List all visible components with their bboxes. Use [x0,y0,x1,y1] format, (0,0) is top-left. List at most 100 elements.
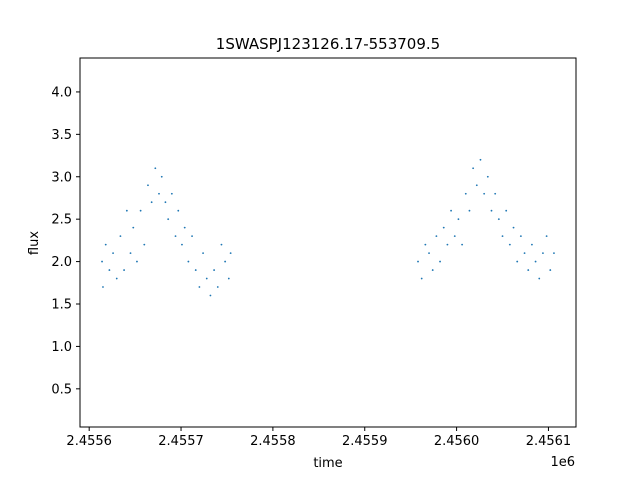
data-point [431,269,434,271]
data-point [534,260,537,263]
data-point [417,260,419,263]
data-point [479,158,482,161]
x-axis: 2.4556 2.4557 2.4558 2.4559 2.4560 2.4561 [66,427,571,449]
data-point [549,269,552,271]
data-point [194,269,197,271]
y-tick-label: 2.5 [51,213,72,228]
data-point [102,286,104,288]
data-point [428,252,430,255]
data-point [505,209,508,212]
plot-frame [79,57,577,428]
data-point [227,277,230,280]
data-point [209,294,212,297]
data-point [472,167,475,170]
plot-area [80,58,576,427]
data-point [446,243,449,246]
y-tick-label: 1.5 [51,298,72,313]
data-point [112,252,114,255]
data-point [508,243,511,246]
data-point [435,235,438,238]
y-tick-label: 4.0 [51,85,72,100]
data-point [147,184,149,187]
data-point [497,218,500,221]
data-point [150,201,153,204]
data-point [136,260,138,263]
data-point [229,252,232,255]
data-point [483,192,486,195]
data-point [461,243,464,246]
data-point [119,235,122,238]
data-point [108,269,111,271]
data-point [442,226,445,229]
y-axis-label: flux [27,231,42,255]
data-point [143,243,146,246]
data-point [545,235,548,238]
data-point [170,192,173,195]
data-point [181,243,183,246]
data-point [486,175,489,178]
data-point [224,260,227,263]
data-point [464,192,467,195]
data-point [164,201,167,204]
data-point [104,243,107,246]
data-point [158,192,160,195]
data-point [213,269,216,271]
data-points [101,158,555,297]
data-point [154,167,157,170]
data-point [439,260,441,263]
data-point [494,192,497,195]
data-point [527,269,530,271]
y-tick-label: 3.5 [51,128,72,143]
data-point [523,252,526,255]
data-point [205,277,208,280]
data-point [531,243,533,246]
data-point [191,235,193,238]
y-tick-label: 2.0 [51,255,72,270]
y-tick-label: 0.5 [51,382,72,397]
data-point [187,260,190,263]
x-axis-label: time [313,456,342,471]
data-point [424,243,427,246]
x-tick-label: 2.4560 [434,434,480,449]
data-point [129,252,132,255]
x-offset-label: 1e6 [550,455,575,470]
data-point [115,277,118,280]
data-point [177,209,180,212]
data-point [132,226,135,229]
data-point [490,209,493,212]
data-point [123,269,125,271]
x-tick-label: 2.4561 [526,434,572,449]
data-point [198,286,201,288]
data-point [519,235,522,238]
data-point [516,260,519,263]
data-point [475,184,478,187]
data-point [553,252,555,255]
chart-title: 1SWASPJ123126.17-553709.5 [216,35,440,53]
data-point [202,252,204,255]
data-point [160,175,163,178]
data-point [450,209,452,212]
x-tick-label: 2.4559 [342,434,388,449]
data-point [542,252,544,255]
data-point [468,209,471,212]
x-tick-label: 2.4558 [250,434,296,449]
y-tick-label: 3.0 [51,170,72,185]
data-point [183,226,186,229]
data-point [101,260,103,263]
data-point [501,235,504,238]
data-point [453,235,456,238]
data-point [216,286,219,288]
x-tick-label: 2.4557 [158,434,204,449]
data-point [139,209,142,212]
data-point [420,277,423,280]
data-point [220,243,223,246]
data-point [538,277,541,280]
data-point [174,235,177,238]
y-axis: 0.5 1.0 1.5 2.0 2.5 3.0 3.5 4.0 [51,85,80,397]
data-point [512,226,515,229]
data-point [457,218,460,221]
data-point [125,209,128,212]
y-tick-label: 1.0 [51,340,72,355]
x-tick-label: 2.4556 [66,434,112,449]
